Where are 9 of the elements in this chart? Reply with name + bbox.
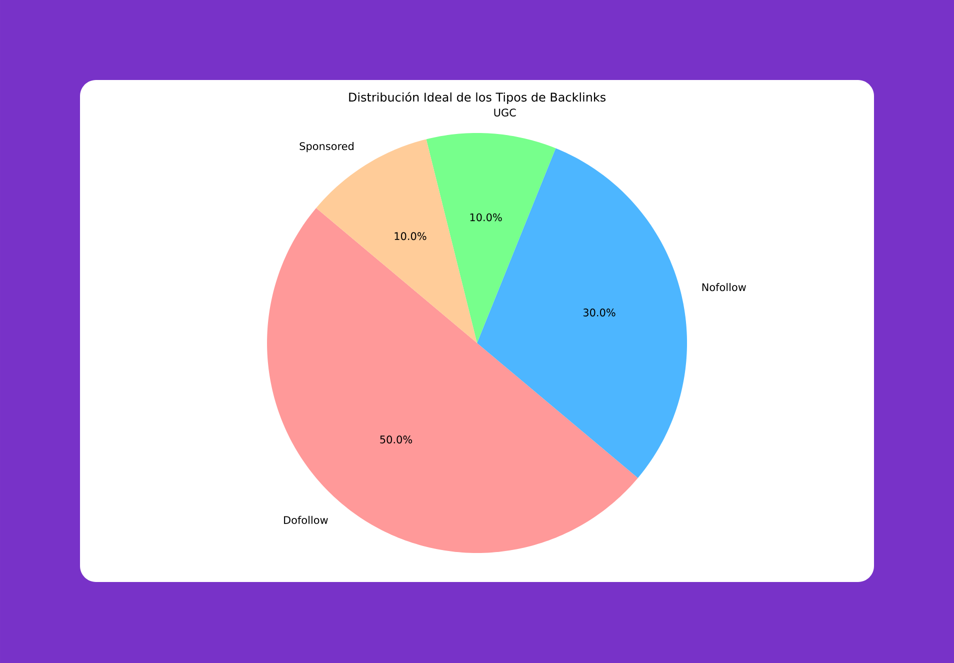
- slice-label: Dofollow: [284, 516, 328, 524]
- data-label: 50.0%: [380, 436, 412, 444]
- slice-label: UGC: [494, 108, 516, 116]
- data-label: 30.0%: [583, 308, 616, 316]
- data-label: 10.0%: [470, 213, 502, 222]
- chart-title: Distribución Ideal de los Tipos de Backlinks: [349, 92, 606, 104]
- slice-label: Nofollow: [702, 283, 746, 292]
- slice-label: Sponsored: [300, 142, 354, 152]
- data-label: 10.0%: [394, 232, 426, 240]
